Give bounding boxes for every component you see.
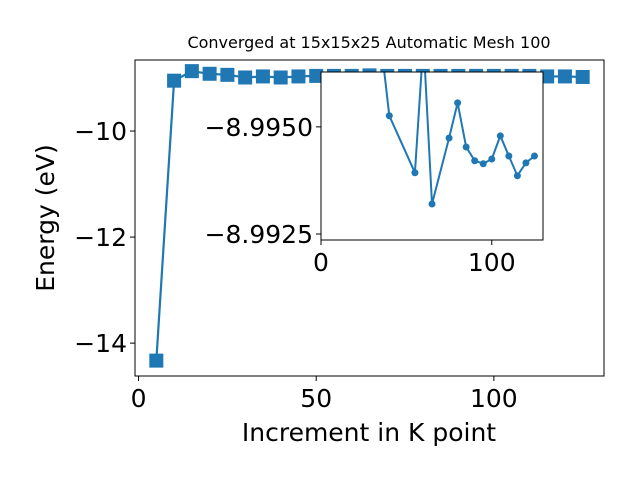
x-tick-label: 100 xyxy=(470,384,518,413)
data-point xyxy=(513,172,521,180)
data-point xyxy=(309,68,324,83)
y-tick-label: −8.9925 xyxy=(205,220,313,249)
data-point xyxy=(167,73,182,88)
data-point xyxy=(530,152,538,160)
data-point xyxy=(522,159,530,167)
chart-title: Converged at 15x15x25 Automatic Mesh 100 xyxy=(187,33,550,52)
data-point xyxy=(411,169,419,177)
data-point xyxy=(557,69,572,84)
axes-frame xyxy=(134,59,605,377)
data-point xyxy=(385,112,393,120)
data-point xyxy=(505,152,513,160)
data-point xyxy=(428,200,436,208)
data-point xyxy=(496,132,504,140)
data-point xyxy=(255,69,270,84)
x-axis-label: Increment in K point xyxy=(242,418,496,447)
axes-frame xyxy=(320,71,544,241)
x-tick-label: 50 xyxy=(300,384,332,413)
y-tick-label: −8.9950 xyxy=(205,113,313,142)
data-point xyxy=(540,69,555,84)
data-point xyxy=(184,64,199,79)
data-point xyxy=(273,70,288,85)
data-point xyxy=(291,69,306,84)
data-point xyxy=(471,157,479,165)
data-point xyxy=(479,160,487,168)
data-point xyxy=(149,353,164,368)
plot-area xyxy=(383,72,538,208)
data-point xyxy=(238,70,253,85)
y-tick-label: −14 xyxy=(74,329,127,358)
data-point xyxy=(462,143,470,151)
y-tick-label: −12 xyxy=(74,223,127,252)
data-point xyxy=(575,69,590,84)
y-tick-label: −10 xyxy=(74,117,127,146)
data-point xyxy=(202,66,217,81)
x-tick-label: 100 xyxy=(468,248,516,277)
x-tick-label: 0 xyxy=(131,384,147,413)
data-point xyxy=(445,134,453,142)
data-point xyxy=(488,155,496,163)
y-axis-label: Energy (eV) xyxy=(31,144,60,291)
data-point xyxy=(220,67,235,82)
data-line xyxy=(383,72,536,205)
data-point xyxy=(454,99,462,107)
x-tick-label: 0 xyxy=(313,248,329,277)
